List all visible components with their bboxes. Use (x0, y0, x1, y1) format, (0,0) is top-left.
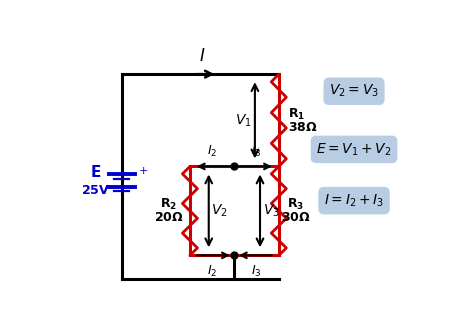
Text: $\mathbf{E}$: $\mathbf{E}$ (90, 164, 101, 179)
Text: $\mathbf{R_3}$: $\mathbf{R_3}$ (287, 197, 304, 212)
Text: $V_2 = V_3$: $V_2 = V_3$ (329, 83, 379, 100)
Text: $\mathit{V}_3$: $\mathit{V}_3$ (263, 203, 280, 219)
Text: $\mathbf{R_1}$: $\mathbf{R_1}$ (288, 107, 306, 122)
Text: $\mathbf{R_2}$: $\mathbf{R_2}$ (160, 197, 177, 212)
Text: $\mathit{V}_2$: $\mathit{V}_2$ (211, 203, 228, 219)
Text: $\mathit{I}_2$: $\mathit{I}_2$ (207, 263, 217, 279)
Text: $+$: $+$ (138, 165, 148, 176)
Text: $\mathbf{25V}$: $\mathbf{25V}$ (82, 184, 110, 197)
Text: $\mathit{V}_1$: $\mathit{V}_1$ (235, 112, 252, 129)
Text: $\mathbf{20\Omega}$: $\mathbf{20\Omega}$ (154, 210, 183, 223)
Text: $\mathbf{30\Omega}$: $\mathbf{30\Omega}$ (281, 210, 311, 223)
Text: $\mathit{I}_3$: $\mathit{I}_3$ (251, 263, 262, 279)
Text: $E = V_1 + V_2$: $E = V_1 + V_2$ (316, 141, 392, 158)
Text: $I = I_2 + I_3$: $I = I_2 + I_3$ (324, 192, 384, 209)
Text: $\mathbf{38\Omega}$: $\mathbf{38\Omega}$ (288, 121, 318, 134)
Text: $\mathit{I}_3$: $\mathit{I}_3$ (251, 144, 262, 159)
Text: $\mathit{I}_2$: $\mathit{I}_2$ (207, 144, 217, 159)
Text: $\mathit{I}$: $\mathit{I}$ (199, 47, 205, 65)
